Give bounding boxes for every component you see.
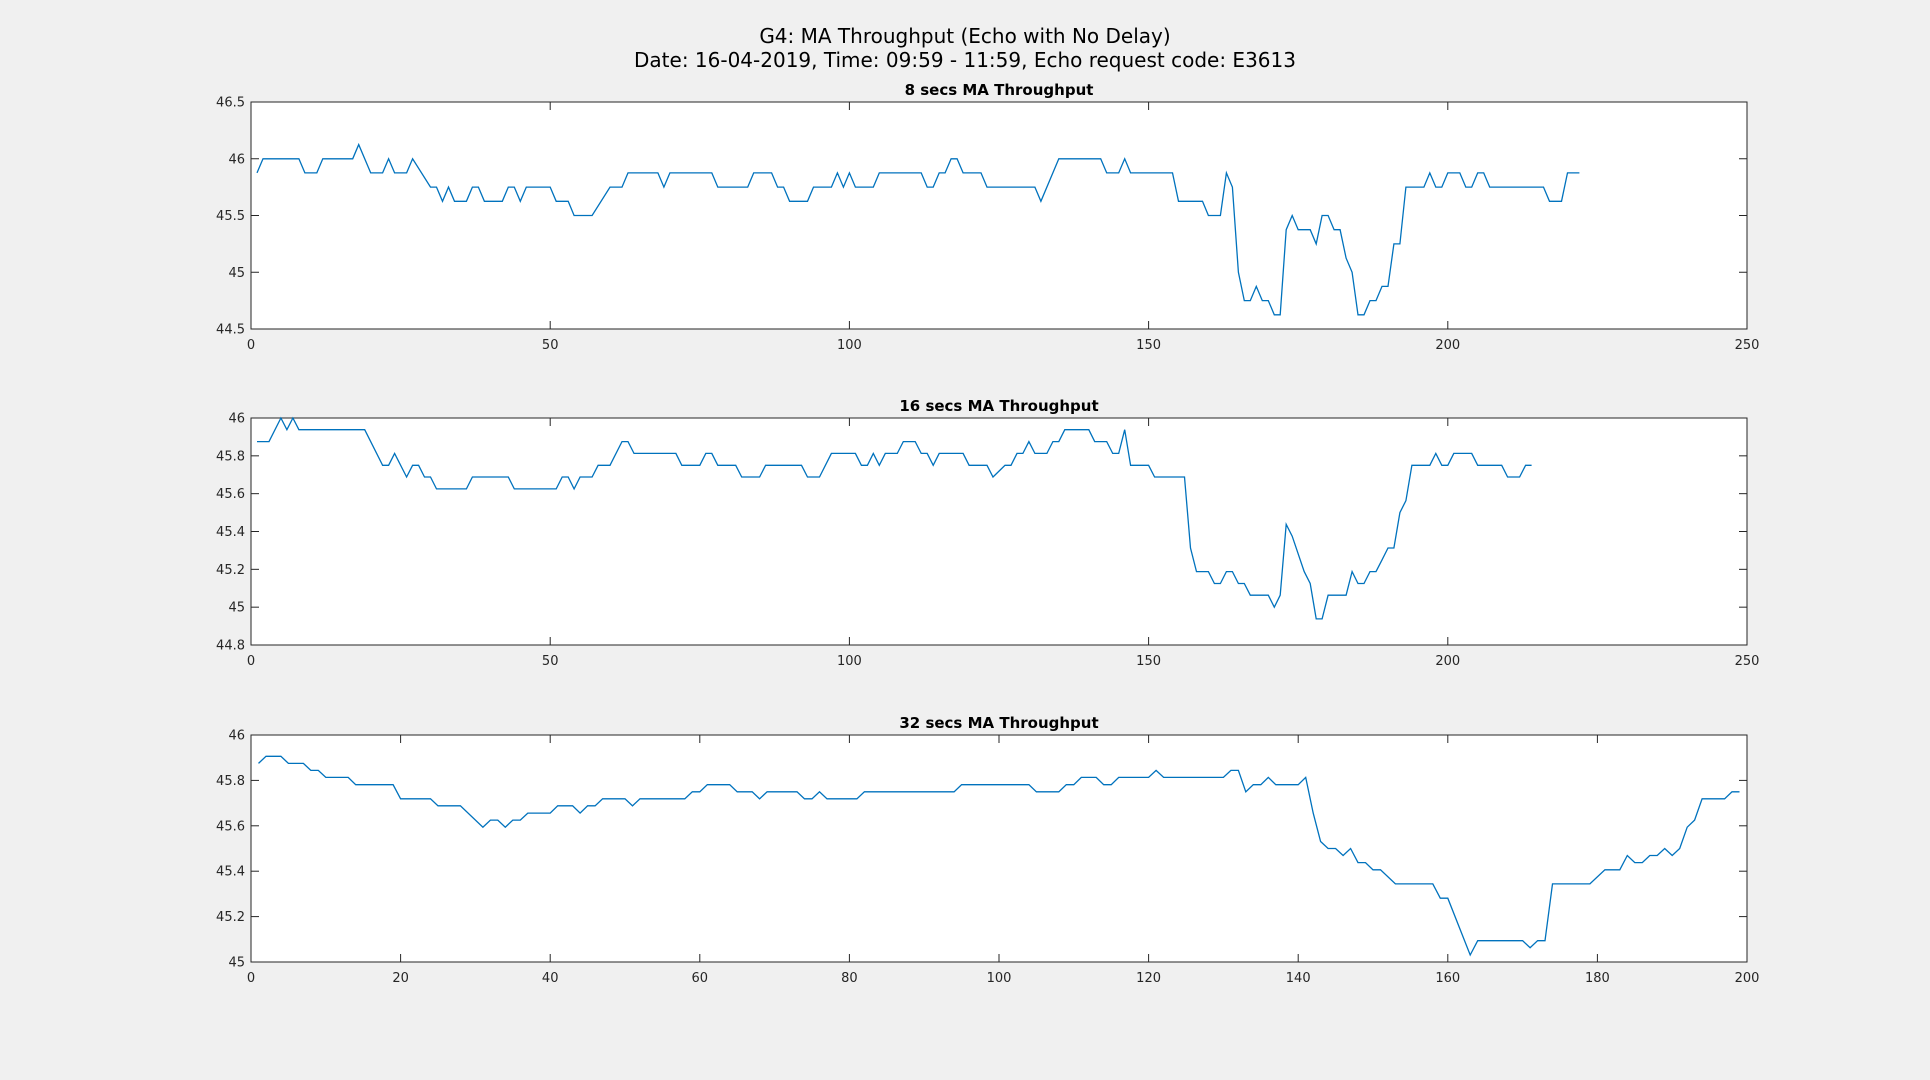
subplot-2: 16 secs MA Throughput 0 50 100 150 200 250 44.8…	[216, 397, 1759, 669]
x-tick-label: 0	[247, 654, 255, 669]
x-tick-label: 0	[247, 971, 255, 986]
subplot-title: 16 secs MA Throughput	[899, 397, 1098, 415]
figure-title: G4: MA Throughput (Echo with No Delay) D…	[0, 24, 1930, 72]
x-tick-label: 60	[692, 971, 709, 986]
x-tick-label: 160	[1435, 971, 1460, 986]
y-tick-label: 45.4	[216, 865, 245, 880]
y-tick-label: 45	[228, 956, 245, 971]
y-tick-label: 46.5	[216, 96, 245, 111]
subplot-title: 32 secs MA Throughput	[899, 714, 1098, 732]
y-tick-label: 45.2	[216, 563, 245, 578]
throughput-series-line	[258, 755, 1740, 957]
axes-box	[250, 417, 1748, 646]
y-tick-label: 45	[228, 601, 245, 616]
x-tick-label: 120	[1136, 971, 1161, 986]
y-tick-label: 44.8	[216, 639, 245, 654]
x-tick-label: 0	[247, 338, 255, 353]
subplot-1: 8 secs MA Throughput 0 50 100 150 200 250 44.5 4…	[216, 81, 1759, 353]
y-tick-label: 45.6	[216, 487, 245, 502]
y-tick-label: 45.5	[216, 209, 245, 224]
y-tick-label: 45	[228, 266, 245, 281]
y-tick-label: 46	[228, 152, 245, 167]
x-tick-label: 250	[1735, 338, 1760, 353]
x-tick-label: 150	[1136, 338, 1161, 353]
x-tick-label: 100	[837, 654, 862, 669]
y-tick-label: 45.8	[216, 449, 245, 464]
x-tick-label: 150	[1136, 654, 1161, 669]
axes-box	[250, 101, 1748, 330]
y-tick-label: 45.4	[216, 525, 245, 540]
subplot-title: 8 secs MA Throughput	[905, 81, 1094, 99]
x-tick-label: 20	[392, 971, 409, 986]
x-tick-label: 200	[1435, 338, 1460, 353]
x-tick-label: 40	[542, 971, 559, 986]
x-tick-label: 180	[1585, 971, 1610, 986]
x-tick-label: 50	[542, 338, 559, 353]
x-tick-label: 250	[1735, 654, 1760, 669]
figure-title-line-2: Date: 16-04-2019, Time: 09:59 - 11:59, E…	[634, 48, 1296, 72]
subplot-3: 32 secs MA Throughput 0 20 40 60 80 100 120 140 1…	[216, 714, 1759, 986]
x-tick-label: 200	[1435, 654, 1460, 669]
x-tick-label: 200	[1735, 971, 1760, 986]
x-tick-label: 140	[1286, 971, 1311, 986]
throughput-series-line	[256, 142, 1580, 316]
y-tick-label: 45.6	[216, 819, 245, 834]
x-tick-label: 80	[841, 971, 858, 986]
y-tick-label: 46	[228, 729, 245, 744]
x-tick-label: 100	[987, 971, 1012, 986]
throughput-series-line	[257, 416, 1532, 620]
figure-title-line-1: G4: MA Throughput (Echo with No Delay)	[759, 24, 1171, 48]
x-tick-label: 100	[837, 338, 862, 353]
y-tick-label: 46	[228, 412, 245, 427]
y-tick-label: 45.2	[216, 910, 245, 925]
y-tick-label: 44.5	[216, 323, 245, 338]
y-tick-label: 45.8	[216, 774, 245, 789]
x-tick-label: 50	[542, 654, 559, 669]
axes-box	[250, 734, 1748, 963]
